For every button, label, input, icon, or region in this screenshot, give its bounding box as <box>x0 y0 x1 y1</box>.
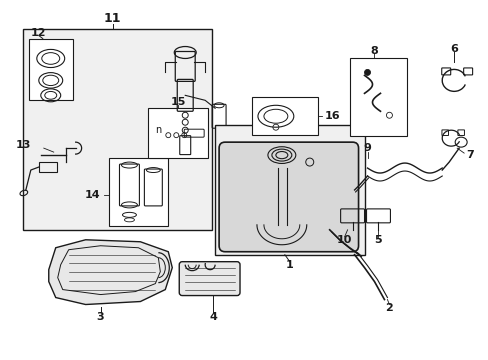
Bar <box>215 125 364 255</box>
Bar <box>148 108 208 158</box>
Text: 4: 4 <box>209 312 217 323</box>
Bar <box>349 58 407 136</box>
Text: 1: 1 <box>285 260 293 270</box>
Bar <box>108 158 168 226</box>
Text: 13: 13 <box>16 140 31 150</box>
Circle shape <box>364 69 370 75</box>
Text: 16: 16 <box>324 111 340 121</box>
Bar <box>29 39 73 100</box>
FancyBboxPatch shape <box>179 262 240 296</box>
Text: 5: 5 <box>374 235 382 245</box>
Text: 8: 8 <box>370 45 378 55</box>
FancyBboxPatch shape <box>219 142 358 252</box>
Text: 2: 2 <box>385 302 392 312</box>
Text: 11: 11 <box>103 12 121 25</box>
Text: 7: 7 <box>465 150 473 160</box>
Text: 9: 9 <box>363 143 371 153</box>
Text: 6: 6 <box>449 44 457 54</box>
Bar <box>23 28 212 230</box>
Text: 12: 12 <box>31 28 46 37</box>
Text: n: n <box>155 125 161 135</box>
Bar <box>39 162 57 172</box>
Text: 15: 15 <box>170 97 185 107</box>
Text: 14: 14 <box>85 190 101 200</box>
Bar <box>251 97 317 135</box>
Polygon shape <box>49 240 172 305</box>
Text: 10: 10 <box>336 235 351 245</box>
Text: 3: 3 <box>97 312 104 323</box>
